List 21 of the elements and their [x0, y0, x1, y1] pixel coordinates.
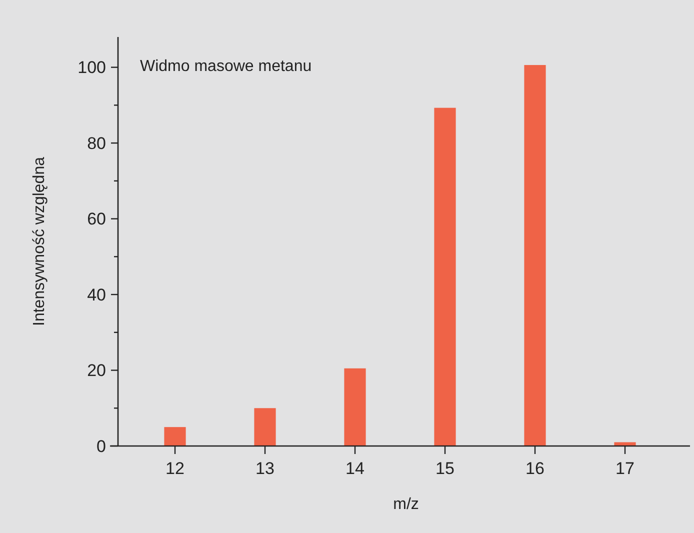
bar [344, 368, 366, 446]
y-tick-label: 40 [87, 285, 106, 304]
y-tick-label: 20 [87, 361, 106, 380]
y-tick-label: 60 [87, 210, 106, 229]
y-tick-label: 80 [87, 134, 106, 153]
x-tick-label: 16 [526, 459, 544, 478]
x-axis-title: m/z [393, 496, 419, 513]
bar [614, 442, 636, 446]
bar [254, 408, 276, 446]
y-axis-title: Intensywność względna [31, 156, 48, 326]
x-tick-label: 12 [166, 459, 184, 478]
x-tick-label: 17 [616, 459, 634, 478]
text: Widmo masowe metanu [140, 58, 312, 75]
bar [164, 427, 186, 446]
y-tick-label: 100 [78, 58, 106, 78]
bar [434, 108, 456, 446]
x-tick-label: 14 [346, 459, 364, 478]
y-tick-label: 0 [96, 436, 106, 456]
bar [524, 65, 546, 446]
x-tick-label: 13 [256, 459, 274, 478]
x-tick-label: 15 [436, 459, 454, 478]
